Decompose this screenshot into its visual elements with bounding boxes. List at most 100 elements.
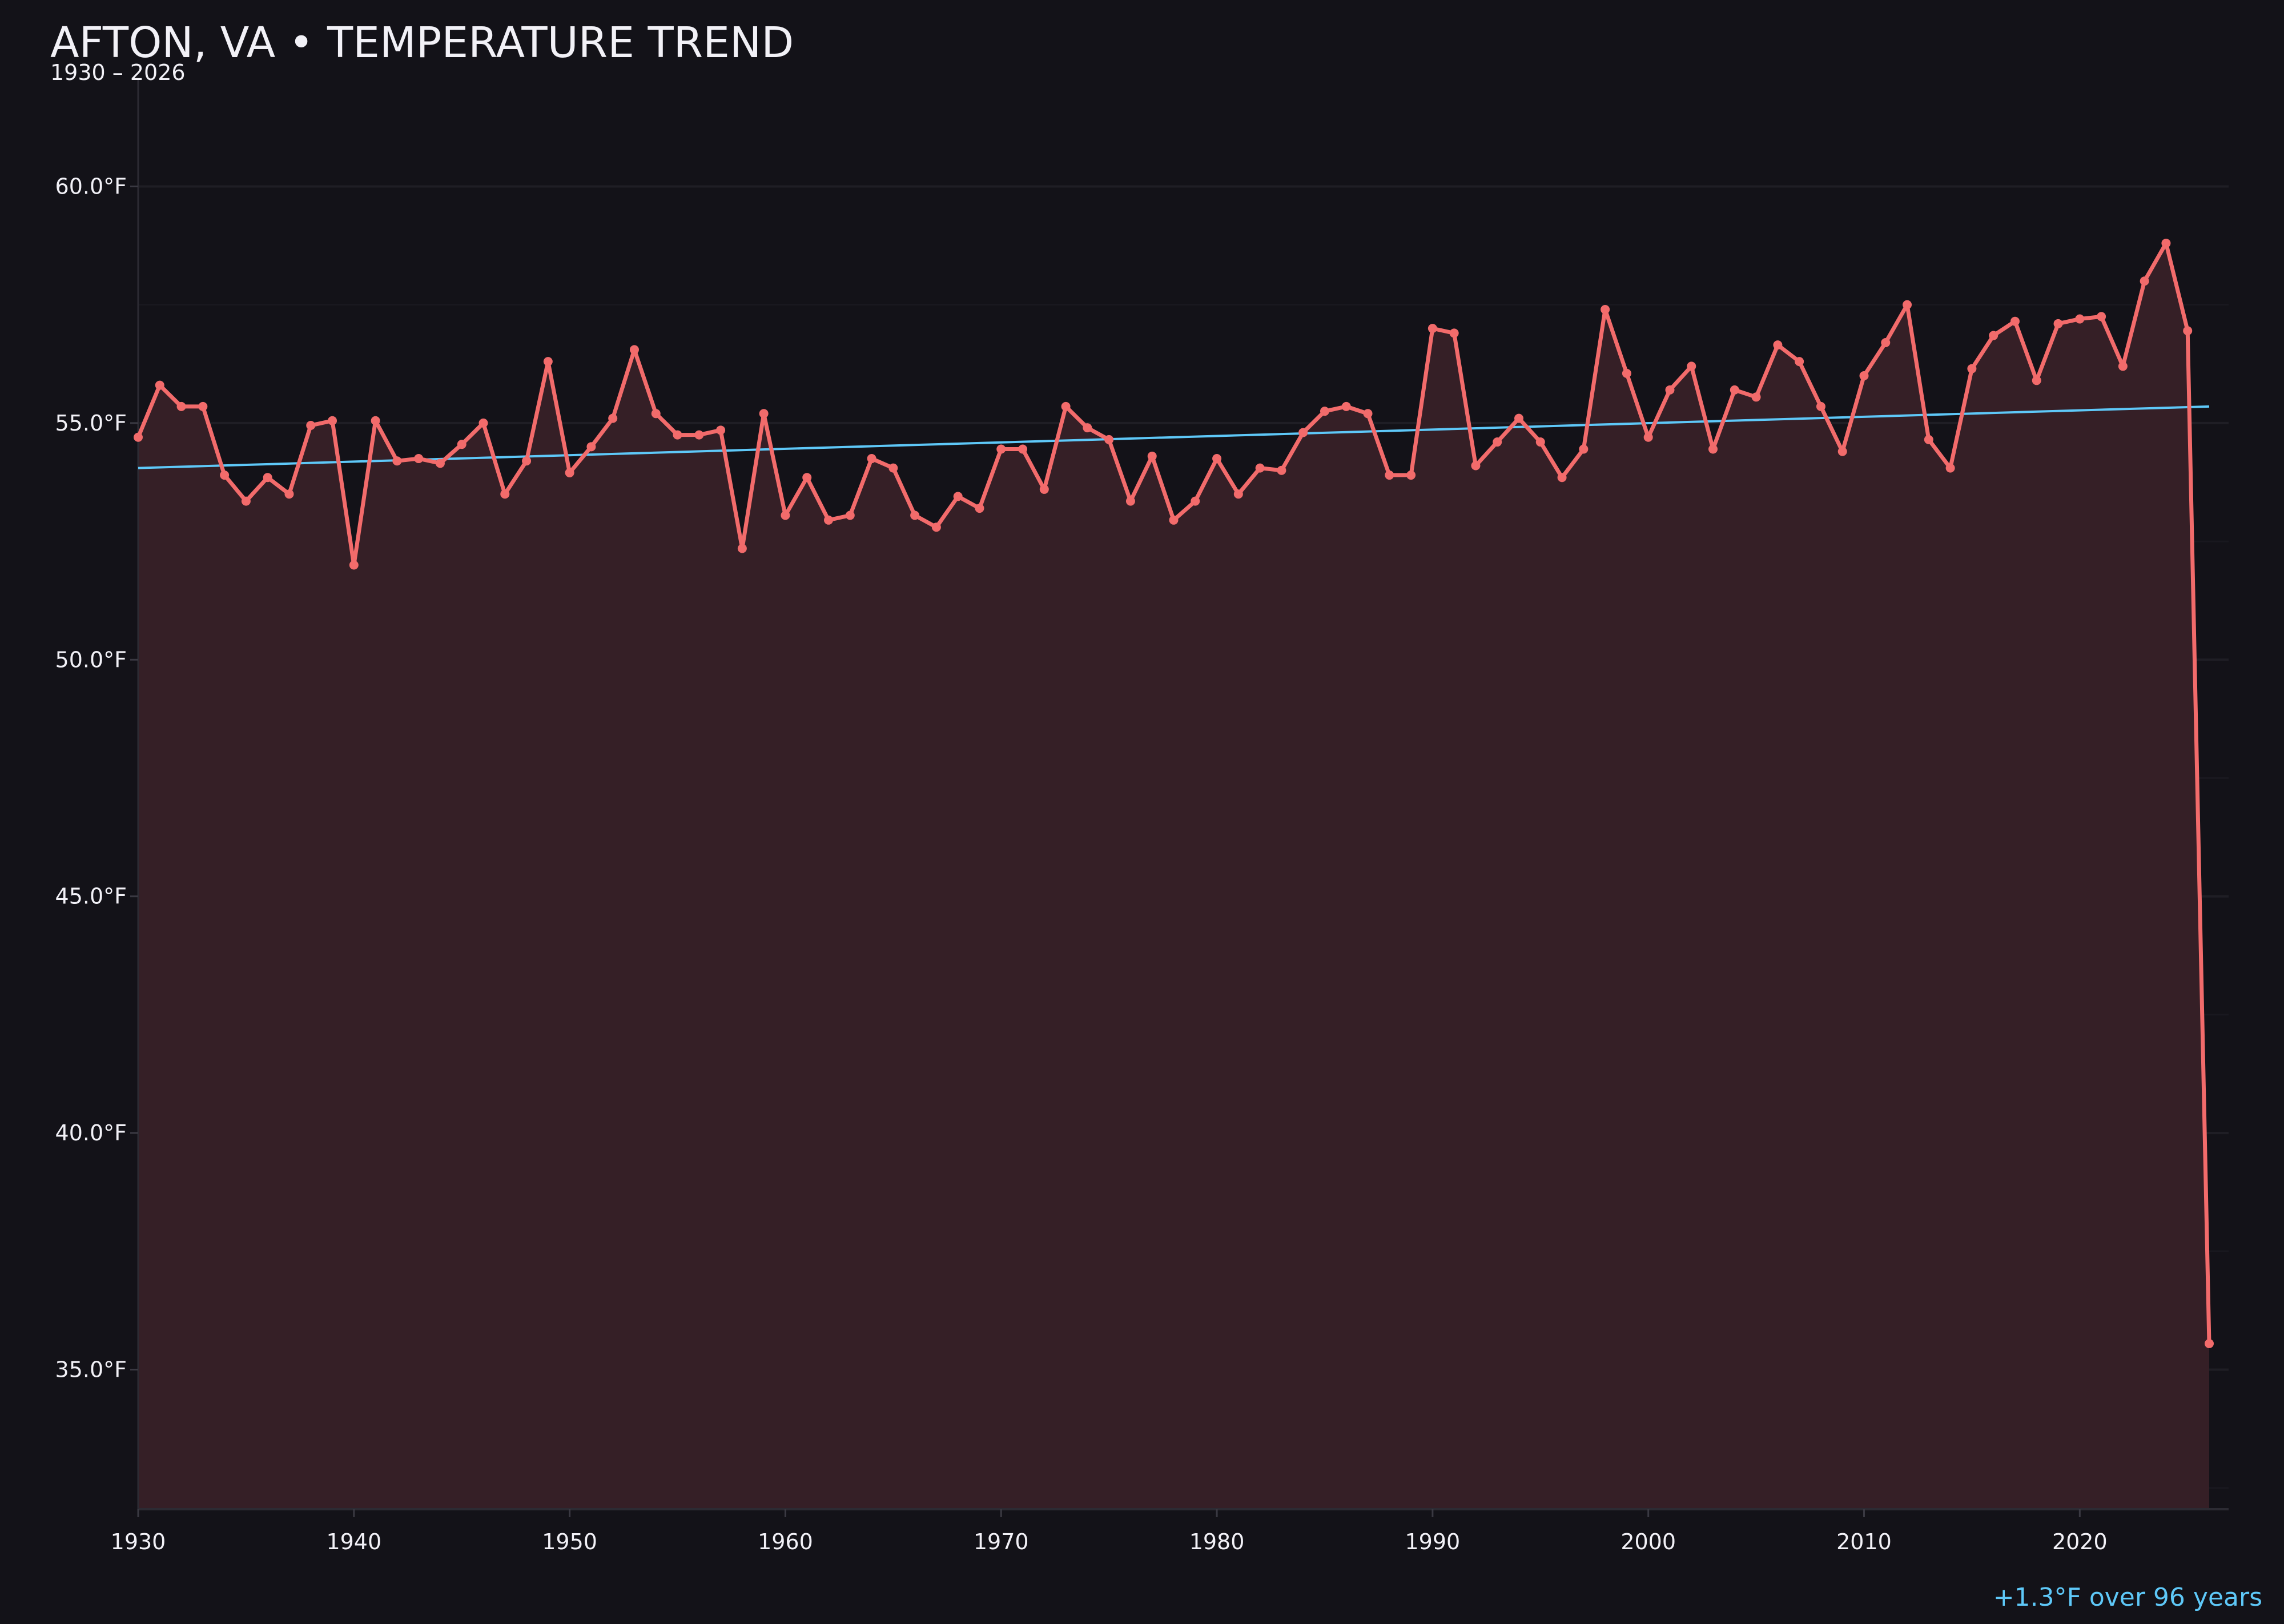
data-point-2019 xyxy=(2053,319,2063,328)
data-point-1959 xyxy=(759,409,769,419)
data-point-2016 xyxy=(1989,331,1998,340)
data-point-2017 xyxy=(2010,316,2020,326)
data-point-1960 xyxy=(781,510,790,520)
data-point-1958 xyxy=(737,544,747,553)
x-tick-label: 1940 xyxy=(326,1529,381,1554)
data-point-1966 xyxy=(910,510,920,520)
data-point-1947 xyxy=(500,489,510,499)
data-point-1956 xyxy=(694,430,704,440)
data-point-2012 xyxy=(1903,300,1912,309)
x-axis-ticks: 1930 1940 1950 1960 1970 1980 1990 2000 2010 2020 xyxy=(111,1509,2108,1554)
y-tick-label: 45.0°F xyxy=(55,884,127,909)
data-point-1992 xyxy=(1471,461,1481,471)
data-point-1991 xyxy=(1449,328,1459,338)
data-point-1974 xyxy=(1083,423,1092,433)
data-point-1938 xyxy=(306,421,316,431)
data-point-2006 xyxy=(1773,340,1783,350)
data-point-2023 xyxy=(2140,276,2149,286)
data-point-1994 xyxy=(1514,413,1523,423)
data-point-2009 xyxy=(1837,447,1847,456)
data-point-1995 xyxy=(1535,437,1545,447)
data-point-1967 xyxy=(931,522,941,532)
data-point-1975 xyxy=(1104,435,1114,444)
data-point-1977 xyxy=(1147,451,1157,461)
x-tick-label: 1960 xyxy=(758,1529,813,1554)
y-tick-label: 50.0°F xyxy=(55,647,127,672)
data-point-1936 xyxy=(263,473,272,483)
chart-title: AFTON, VA • TEMPERATURE TREND xyxy=(50,18,794,67)
data-point-2002 xyxy=(1687,361,1696,371)
data-point-2003 xyxy=(1708,444,1718,454)
data-point-1944 xyxy=(435,459,445,468)
data-point-1982 xyxy=(1255,463,1265,473)
data-point-1988 xyxy=(1385,471,1394,480)
data-point-1968 xyxy=(953,492,963,501)
data-point-2010 xyxy=(1859,371,1869,381)
data-point-2024 xyxy=(2161,238,2171,248)
data-point-1942 xyxy=(392,456,402,466)
data-point-1962 xyxy=(823,515,833,525)
data-point-1998 xyxy=(1601,304,1610,314)
data-point-1985 xyxy=(1320,407,1329,416)
data-point-1951 xyxy=(586,442,596,452)
data-point-1972 xyxy=(1039,484,1049,494)
data-point-1941 xyxy=(371,416,380,425)
data-point-1978 xyxy=(1169,515,1179,525)
data-point-1997 xyxy=(1579,444,1589,454)
y-tick-label: 35.0°F xyxy=(55,1357,127,1382)
data-point-2015 xyxy=(1967,364,1977,373)
data-point-1971 xyxy=(1018,444,1028,454)
data-point-1961 xyxy=(802,473,812,483)
data-point-2008 xyxy=(1816,401,1825,411)
data-point-2021 xyxy=(2097,312,2106,321)
y-axis-ticks: 35.0°F 40.0°F 45.0°F 50.0°F 55.0°F 60.0°F xyxy=(55,174,138,1382)
data-point-1939 xyxy=(328,416,337,425)
data-point-1954 xyxy=(651,409,661,419)
data-point-1996 xyxy=(1557,473,1567,483)
data-point-1955 xyxy=(673,430,682,440)
data-point-1987 xyxy=(1363,409,1373,419)
data-point-1945 xyxy=(457,440,467,449)
data-point-1940 xyxy=(349,560,359,570)
area-fill xyxy=(138,243,2209,1510)
data-point-1935 xyxy=(241,496,251,506)
data-point-2025 xyxy=(2183,326,2193,336)
trend-annotation: +1.3°F over 96 years xyxy=(1993,1583,2262,1612)
data-point-1976 xyxy=(1125,496,1135,506)
data-point-2026 xyxy=(2204,1338,2214,1348)
data-point-2004 xyxy=(1730,385,1739,395)
x-tick-label: 1950 xyxy=(542,1529,597,1554)
data-point-1950 xyxy=(565,468,574,477)
data-point-2014 xyxy=(1945,463,1955,473)
data-point-1970 xyxy=(996,444,1006,454)
data-point-1932 xyxy=(176,401,186,411)
data-point-2018 xyxy=(2032,376,2041,385)
x-tick-label: 1970 xyxy=(974,1529,1029,1554)
x-tick-label: 1930 xyxy=(111,1529,166,1554)
data-point-1931 xyxy=(155,380,164,390)
y-tick-label: 60.0°F xyxy=(55,174,127,199)
data-point-1999 xyxy=(1622,368,1631,378)
y-tick-label: 55.0°F xyxy=(55,411,127,436)
data-point-2001 xyxy=(1665,385,1675,395)
data-point-1933 xyxy=(198,401,208,411)
data-point-1948 xyxy=(522,456,532,466)
data-point-2022 xyxy=(2118,361,2128,371)
x-tick-label: 2000 xyxy=(1620,1529,1676,1554)
data-point-1937 xyxy=(284,489,294,499)
data-point-2007 xyxy=(1795,357,1804,367)
x-tick-label: 2010 xyxy=(1836,1529,1892,1554)
data-point-1973 xyxy=(1061,401,1071,411)
data-point-2020 xyxy=(2075,314,2085,324)
data-point-2005 xyxy=(1751,392,1761,402)
data-point-1979 xyxy=(1191,496,1200,506)
data-point-1934 xyxy=(220,471,230,480)
data-points xyxy=(134,238,2214,1348)
data-point-1986 xyxy=(1341,401,1351,411)
data-point-1990 xyxy=(1427,324,1437,333)
data-point-1993 xyxy=(1493,437,1502,447)
data-point-1963 xyxy=(845,510,855,520)
data-point-2000 xyxy=(1643,432,1653,442)
data-point-1980 xyxy=(1212,454,1222,464)
